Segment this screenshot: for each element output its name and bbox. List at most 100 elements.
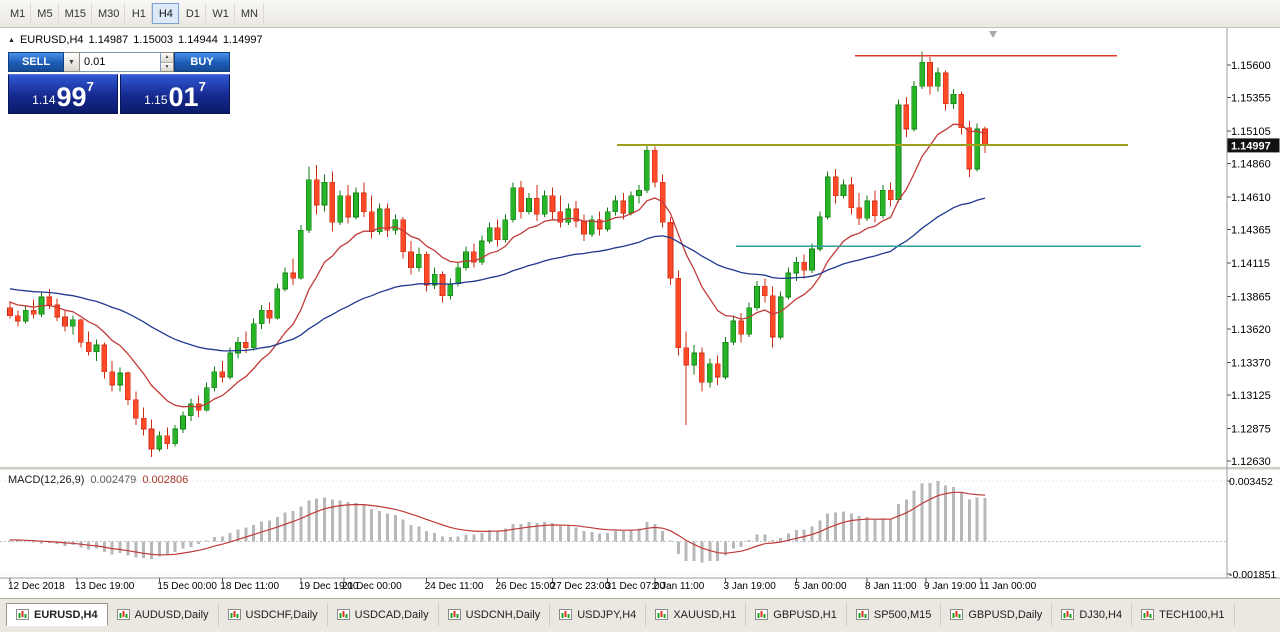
sell-price-small: 1.14: [32, 93, 56, 107]
current-price-tag: [1227, 138, 1280, 153]
macd-histogram-bar: [857, 516, 861, 542]
macd-histogram-bar: [551, 523, 554, 542]
chart-tab-tech100-h1[interactable]: TECH100,H1: [1132, 603, 1235, 626]
chart-tab-sp500-m15[interactable]: SP500,M15: [847, 603, 942, 626]
price-tick-label: 1.14115: [1231, 258, 1270, 270]
macd-main-value: 0.002479: [90, 474, 137, 486]
chart-tab-icon: [227, 609, 241, 620]
timeframe-m1[interactable]: M1: [4, 3, 32, 24]
timeframe-w1[interactable]: W1: [206, 3, 235, 24]
price-tick-label: 1.12630: [1231, 456, 1271, 468]
macd-histogram-bar: [425, 531, 429, 542]
timeframe-m30[interactable]: M30: [92, 3, 126, 24]
macd-histogram-bar: [511, 524, 515, 542]
macd-histogram-bar: [716, 541, 720, 561]
timeframe-h1[interactable]: H1: [125, 3, 153, 24]
volume-input[interactable]: [80, 52, 161, 72]
macd-histogram-bar: [441, 536, 444, 542]
macd-histogram-bar: [409, 524, 413, 542]
macd-histogram-bar: [535, 523, 539, 542]
candle-body: [526, 198, 532, 212]
macd-histogram-bar: [794, 530, 798, 542]
volume-dropdown-button[interactable]: ▼: [64, 52, 80, 72]
buy-price-display[interactable]: 1.15 01 7: [120, 74, 230, 114]
sell-button[interactable]: SELL: [8, 52, 64, 72]
candle-body: [235, 341, 241, 354]
candle-body: [416, 254, 422, 268]
chart-tab-usdchf-daily[interactable]: USDCHF,Daily: [219, 603, 328, 626]
candle-body: [879, 190, 886, 216]
macd-histogram-bar: [763, 534, 767, 542]
candle-body: [777, 296, 784, 338]
candle-body: [809, 248, 815, 271]
candle-body: [738, 320, 745, 335]
chart-tab-label: USDCNH,Daily: [465, 608, 541, 621]
candle-body: [761, 285, 768, 296]
collapse-triangle-icon[interactable]: ▲: [8, 36, 15, 44]
macd-histogram-bar: [291, 510, 295, 542]
candle-body: [628, 195, 635, 214]
chart-tab-icon: [447, 609, 461, 620]
candle-body: [298, 230, 304, 279]
chart-tab-dj30-h4[interactable]: DJ30,H4: [1052, 603, 1133, 626]
chart-tab-icon: [1061, 609, 1075, 620]
macd-histogram-bar: [228, 532, 232, 542]
macd-histogram-bar: [220, 536, 224, 542]
macd-histogram-bar: [724, 541, 727, 556]
price-tick-label: 1.15105: [1231, 126, 1271, 138]
macd-histogram-bar: [32, 541, 36, 543]
volume-up-icon[interactable]: ▲: [161, 53, 173, 62]
macd-histogram-bar: [755, 534, 759, 542]
macd-histogram-bar: [912, 490, 916, 542]
chart-title: ▲ EURUSD,H4 1.14987 1.15003 1.14944 1.14…: [8, 34, 263, 46]
price-tick-label: 1.15600: [1231, 60, 1271, 72]
candle-body: [478, 240, 485, 263]
chart-tab-eurusd-h4[interactable]: EURUSD,H4: [6, 603, 108, 626]
chart-tab-gbpusd-daily[interactable]: GBPUSD,Daily: [941, 603, 1053, 626]
one-click-trading-panel: SELL ▼ ▲ ▼ BUY 1.14 99 7 1.15 01 7: [8, 52, 230, 114]
buy-button[interactable]: BUY: [174, 52, 230, 72]
candle-body: [30, 309, 37, 315]
macd-histogram-bar: [480, 532, 484, 542]
macd-histogram-bar: [818, 520, 822, 542]
candle-body: [596, 219, 603, 230]
candle-body: [266, 309, 273, 319]
macd-histogram-bar: [598, 533, 602, 542]
chart-tab-audusd-daily[interactable]: AUDUSD,Daily: [108, 603, 219, 626]
chart-shift-marker[interactable]: [989, 31, 997, 38]
timeframe-h4[interactable]: H4: [152, 3, 180, 24]
macd-histogram-bar: [566, 525, 570, 542]
timeframe-m5[interactable]: M5: [31, 3, 59, 24]
chart-tab-usdjpy-h4[interactable]: USDJPY,H4: [550, 603, 647, 626]
macd-histogram-bar: [275, 517, 279, 542]
chart-tab-gbpusd-h1[interactable]: GBPUSD,H1: [746, 603, 847, 626]
macd-histogram-bar: [244, 527, 248, 542]
candle-body: [188, 403, 194, 417]
timeframe-m15[interactable]: M15: [59, 3, 92, 24]
macd-histogram-bar: [181, 541, 185, 549]
candle-body: [785, 272, 792, 298]
macd-histogram-bar: [621, 531, 625, 542]
chart-tab-usdcad-daily[interactable]: USDCAD,Daily: [328, 603, 439, 626]
macd-histogram-bar: [739, 541, 743, 547]
buy-price-sup: 7: [198, 79, 206, 94]
candle-body: [848, 184, 855, 209]
macd-histogram-bar: [881, 518, 885, 542]
candle-body: [447, 283, 454, 296]
macd-histogram-bar: [637, 528, 641, 542]
ohlc-open: 1.14987: [88, 34, 129, 46]
chart-tab-xauusd-h1[interactable]: XAUUSD,H1: [646, 603, 747, 626]
timeframe-mn[interactable]: MN: [235, 3, 264, 24]
indicator-window-separator[interactable]: [0, 467, 1280, 470]
timeframe-d1[interactable]: D1: [179, 3, 207, 24]
macd-histogram-bar: [16, 540, 20, 542]
candle-body: [423, 254, 430, 286]
macd-histogram-bar: [527, 522, 531, 542]
macd-histogram-bar: [731, 541, 735, 549]
chart-canvas[interactable]: 1.156001.153551.151051.148601.146101.143…: [0, 28, 1280, 598]
volume-down-icon[interactable]: ▼: [161, 61, 173, 71]
chart-tab-usdcnh-daily[interactable]: USDCNH,Daily: [439, 603, 551, 626]
sell-price-display[interactable]: 1.14 99 7: [8, 74, 118, 114]
macd-histogram-bar: [873, 519, 877, 542]
candle-body: [7, 307, 13, 317]
